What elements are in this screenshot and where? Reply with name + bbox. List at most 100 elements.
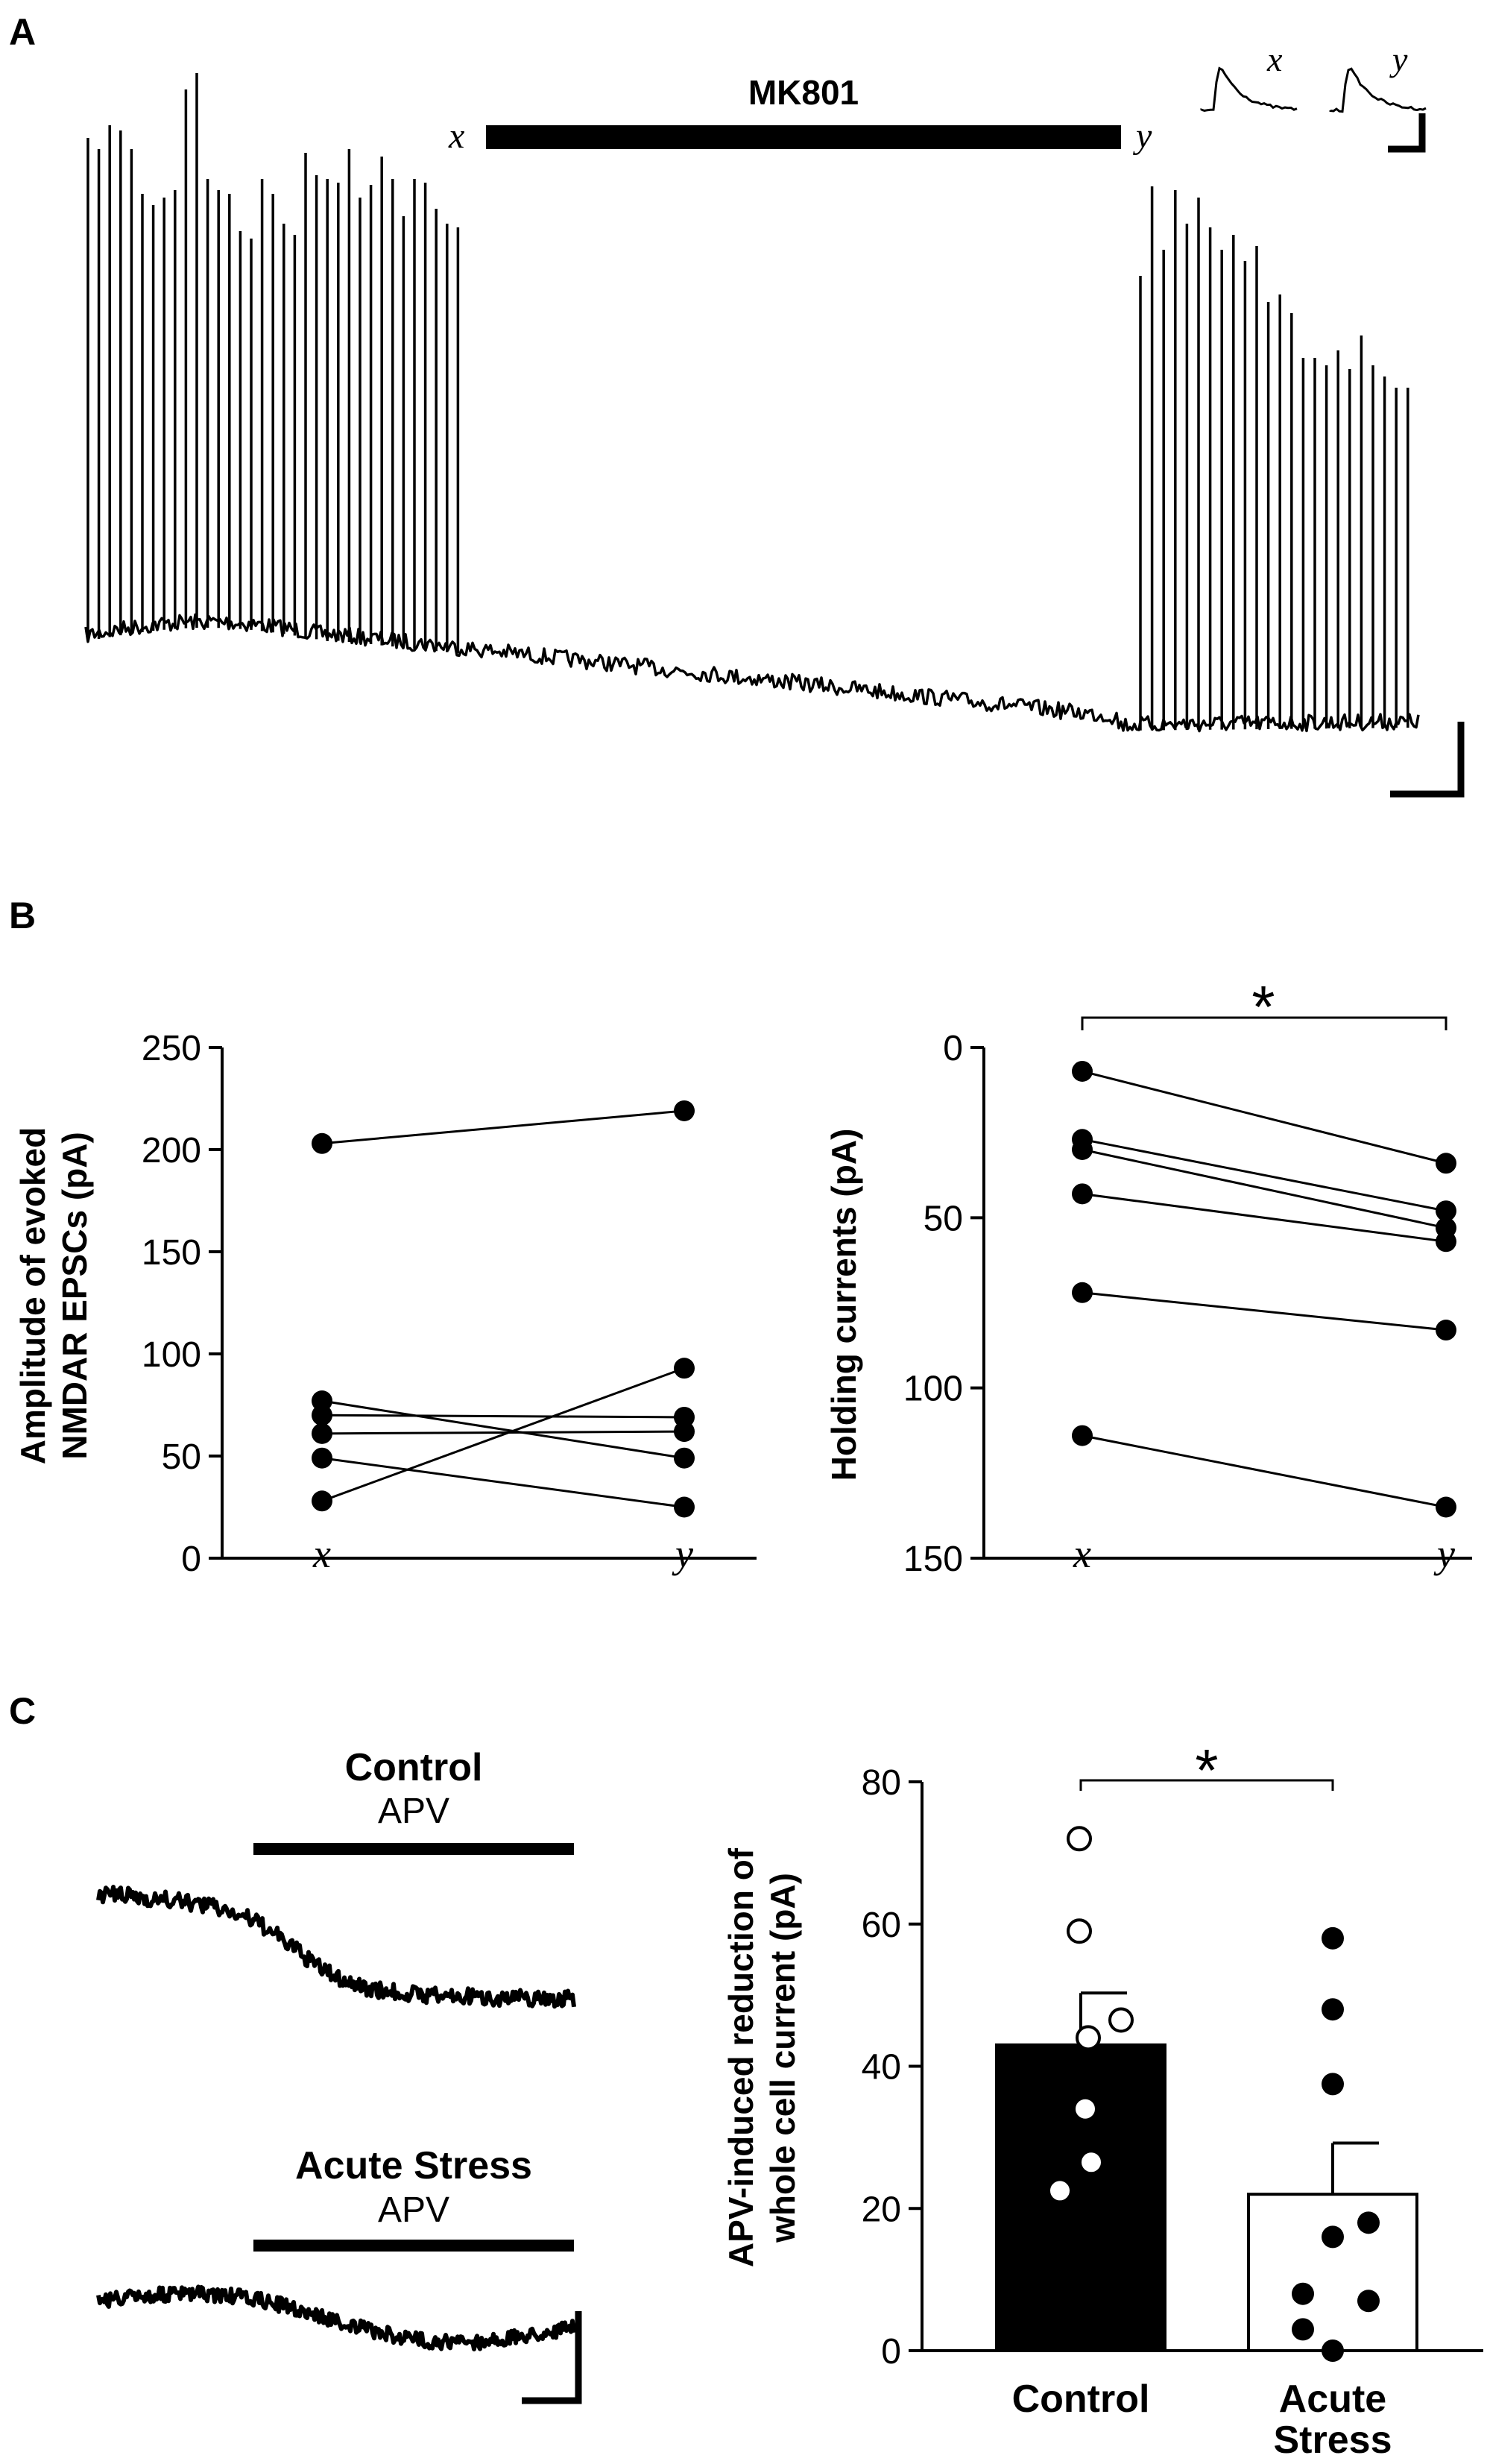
b-left-ytick-label: 100 xyxy=(142,1335,201,1375)
b-right-data-point xyxy=(1436,1200,1456,1222)
b-left-axes xyxy=(209,1046,757,1560)
b-left-data-point xyxy=(674,1496,695,1518)
stress-trace xyxy=(96,2284,576,2351)
b-left-series-line xyxy=(321,1414,685,1419)
c-bar-ytick-label: 80 xyxy=(862,1763,901,1803)
stress-apv-label: APV xyxy=(378,2190,449,2230)
c-bar-xtick-acute: Acute xyxy=(1279,2378,1386,2421)
b-left-series-line xyxy=(321,1457,685,1508)
chart-b-right: Holding currents (pA) 0 50 100 150 x y * xyxy=(824,974,1472,1579)
b-right-data-point xyxy=(1072,1282,1093,1303)
b-left-ylabel-line1: Amplitude of evoked xyxy=(13,1127,52,1464)
c-bar-stress-point xyxy=(1322,2073,1344,2096)
c-bar-control-point xyxy=(1047,2178,1073,2204)
chart-b-left: Amplitude of evoked NMDAR EPSCs (pA) 0 50… xyxy=(13,1029,757,1579)
b-right-data-point xyxy=(1436,1320,1456,1341)
b-right-data-point xyxy=(1072,1060,1093,1082)
c-bar-stress-point xyxy=(1357,2290,1380,2313)
b-left-data-point xyxy=(674,1358,695,1379)
b-left-data-point xyxy=(312,1422,332,1444)
inset-scale-bar xyxy=(1388,113,1426,153)
c-bar-xtick-control: Control xyxy=(1012,2378,1150,2421)
b-left-xtick-y: y xyxy=(672,1531,693,1576)
c-bar-control-bar xyxy=(995,2043,1166,2352)
panel-a-label: A xyxy=(9,11,36,53)
b-left-data-point xyxy=(312,1390,332,1412)
b-right-series-line xyxy=(1082,1138,1447,1212)
b-right-ytick-labels: 0 50 100 150 xyxy=(903,1029,963,1579)
c-bar-significance-bracket xyxy=(1079,1779,1334,1791)
b-right-axes xyxy=(970,1046,1472,1560)
b-left-series xyxy=(312,1100,695,1518)
mk801-bar xyxy=(486,125,1121,149)
b-left-series-line xyxy=(321,1367,685,1502)
c-bar-control-point xyxy=(1108,2007,1134,2033)
c-bar-stress-point xyxy=(1322,1998,1344,2021)
panel-c-scale-bar xyxy=(522,2311,582,2404)
b-right-series-line xyxy=(1082,1148,1447,1229)
c-bar-control-point xyxy=(1067,1826,1092,1852)
c-bar-xtick-stress: Stress xyxy=(1274,2419,1392,2462)
b-left-ylabel-line2: NMDAR EPSCs (pA) xyxy=(55,1132,94,1460)
b-left-ytick-labels: 0 50 100 150 200 250 xyxy=(142,1029,201,1579)
main-scale-bar xyxy=(1390,722,1465,798)
b-left-series-line xyxy=(321,1109,685,1145)
b-right-ytick-label: 150 xyxy=(903,1540,963,1579)
control-apv-bar xyxy=(253,1843,574,1855)
panel-a-recording: MK801 x y x y xyxy=(84,40,1465,798)
b-right-data-point xyxy=(1072,1425,1093,1446)
b-right-series-line xyxy=(1082,1192,1447,1243)
c-bar-ylabel-line2: whole cell current (pA) xyxy=(763,1873,802,2243)
c-bar-marks xyxy=(995,1826,1418,2362)
b-right-significance-star: * xyxy=(1251,974,1275,1040)
holding-current-trace xyxy=(84,613,1420,733)
c-bar-stress-point xyxy=(1357,2211,1380,2234)
c-bar-stress-point xyxy=(1322,1926,1344,1950)
inset-epsc-x xyxy=(1200,66,1298,113)
panel-b-label: B xyxy=(9,895,36,936)
b-right-data-point xyxy=(1436,1153,1456,1174)
control-trace-title: Control xyxy=(345,1746,483,1789)
b-right-series-line xyxy=(1082,1070,1447,1165)
c-bar-stress-point xyxy=(1292,2318,1314,2341)
c-bar-significance-star: * xyxy=(1195,1737,1218,1803)
b-right-xtick-x: x xyxy=(1073,1531,1091,1576)
evoked-epsc-spikes xyxy=(86,73,1409,731)
c-bar-ytick-label: 20 xyxy=(862,2190,901,2229)
b-right-ytick-label: 50 xyxy=(924,1199,963,1238)
inset-trace-y: y xyxy=(1329,40,1427,113)
c-bar-stress-point xyxy=(1322,2225,1344,2249)
inset-epsc-y xyxy=(1329,67,1427,113)
panel-c-label: C xyxy=(9,1690,36,1732)
c-bar-ytick-label: 0 xyxy=(881,2332,901,2372)
inset-trace-x: x xyxy=(1200,40,1298,113)
panel-c-traces: Control APV Acute Stress APV xyxy=(96,1746,582,2404)
control-apv-label: APV xyxy=(378,1792,449,1831)
b-left-data-point xyxy=(674,1100,695,1121)
b-right-xtick-y: y xyxy=(1433,1531,1455,1576)
b-right-data-point xyxy=(1072,1183,1093,1205)
b-left-data-point xyxy=(674,1447,695,1469)
b-left-data-point xyxy=(312,1132,332,1154)
c-bar-control-point xyxy=(1076,2025,1101,2051)
b-left-xtick-x: x xyxy=(312,1531,331,1576)
b-left-data-point xyxy=(312,1447,332,1469)
mk801-end-label: y xyxy=(1132,116,1152,156)
c-bar-stress-point xyxy=(1292,2282,1314,2305)
b-left-ytick-label: 250 xyxy=(142,1029,201,1068)
c-bar-ytick-labels: 0 20 40 60 80 xyxy=(862,1763,901,2372)
b-left-ytick-label: 0 xyxy=(181,1540,201,1579)
mk801-label: MK801 xyxy=(748,73,859,112)
c-bar-control-point xyxy=(1073,2096,1098,2122)
b-left-data-point xyxy=(312,1405,332,1426)
b-left-data-point xyxy=(674,1421,695,1443)
b-left-ytick-label: 200 xyxy=(142,1131,201,1170)
b-left-ytick-label: 150 xyxy=(142,1233,201,1273)
c-bar-ytick-label: 40 xyxy=(862,2048,901,2088)
b-right-series-line xyxy=(1082,1434,1447,1508)
b-left-series-line xyxy=(321,1430,685,1435)
b-left-series-line xyxy=(321,1399,685,1460)
inset-y-label: y xyxy=(1389,40,1408,78)
c-bar-control-point xyxy=(1079,2149,1104,2175)
